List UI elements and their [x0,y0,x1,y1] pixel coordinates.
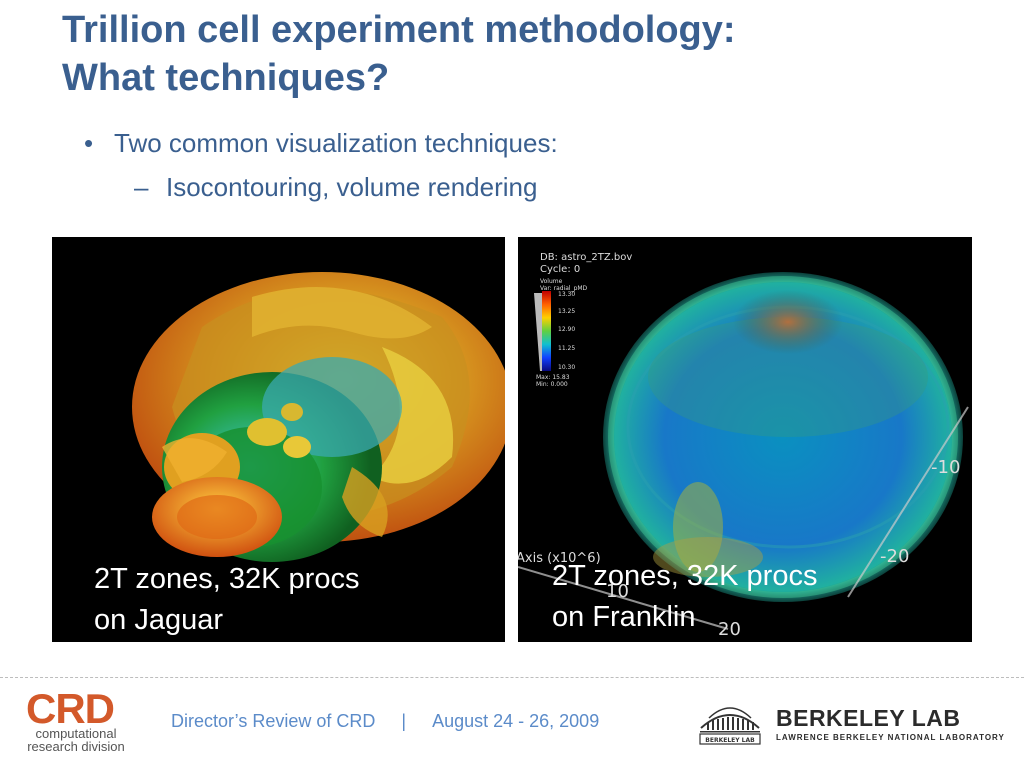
legend-max: Max: 15.83 [536,374,570,381]
right-caption-line-2: on Franklin [552,601,696,633]
legend-variable: Volume [540,278,563,285]
legend-db-label: DB: astro_2TZ.bov [540,252,633,263]
axis-tick: -20 [880,546,910,567]
bullet-item: • Two common visualization techniques: [84,126,558,160]
berkeley-lab-name: BERKELEY LAB [776,705,961,731]
bullet-marker: • [84,128,94,158]
footer-date: August 24 - 26, 2009 [432,711,600,731]
legend-variable-sub: Var: radial_pMD [540,285,588,292]
crd-logo-line-2: research division [27,739,125,754]
crd-logo-letters: CRD [26,685,115,732]
axis-tick: 10 [606,581,629,602]
isocontour-image: 2T zones, 32K procs on Jaguar [52,237,505,642]
slide-title-line-2: What techniques? [62,57,390,99]
footer-separator: | [401,711,407,731]
volume-rendering-image: DB: astro_2TZ.bov Cycle: 0 Volume Var: r… [518,237,972,642]
right-image-caption: 2T zones, 32K procs on Franklin [552,556,817,638]
sub-bullet-item: – Isocontouring, volume rendering [134,170,537,204]
legend-variable-label: Volume Var: radial_pMD [540,278,587,292]
berkeley-lab-icon: BERKELEY LAB [699,707,761,745]
legend-tick: 11.25 [558,345,576,352]
legend-min: Min: 0.000 [536,381,568,388]
legend-tick: 10.30 [558,364,576,371]
sub-bullet-marker: – [134,172,149,202]
color-legend-bar [542,291,551,371]
sub-bullet-text: Isocontouring, volume rendering [166,172,538,202]
isocontour-render-graphic [132,272,505,562]
axis-label: Axis (x10^6) [518,551,601,566]
bullet-text: Two common visualization techniques: [114,128,558,158]
legend-tick: 13.30 [558,291,576,298]
crd-logo-line-1: computational [35,726,117,741]
legend-tick: 13.25 [558,308,576,315]
left-caption-line-1: 2T zones, 32K procs [94,563,360,595]
volume-render-graphic [518,272,969,630]
left-image-caption: 2T zones, 32K procs on Jaguar [94,559,359,641]
footer-text: Director’s Review of CRD | August 24 - 26,… [171,710,599,732]
legend-tick: 12.90 [558,326,576,333]
left-caption-line-2: on Jaguar [94,604,223,636]
berkeley-lab-logo: BERKELEY LAB BERKELEY LAB LAWRENCE BERKE… [694,700,1004,750]
berkeley-icon-text: BERKELEY LAB [705,737,755,744]
footer-event: Director’s Review of CRD [171,711,376,731]
slide-title: Trillion cell experiment methodology: Wh… [62,6,962,102]
footer-divider [0,677,1024,678]
axis-tick: 20 [718,619,741,640]
slide-title-line-1: Trillion cell experiment methodology: [62,9,736,51]
legend-cycle-label: Cycle: 0 [540,264,581,275]
crd-logo: CRD computational research division [20,688,132,758]
axis-tick: -10 [931,457,961,478]
berkeley-lab-subtitle: LAWRENCE BERKELEY NATIONAL LABORATORY [776,733,1005,742]
right-caption-line-1: 2T zones, 32K procs [552,560,818,592]
